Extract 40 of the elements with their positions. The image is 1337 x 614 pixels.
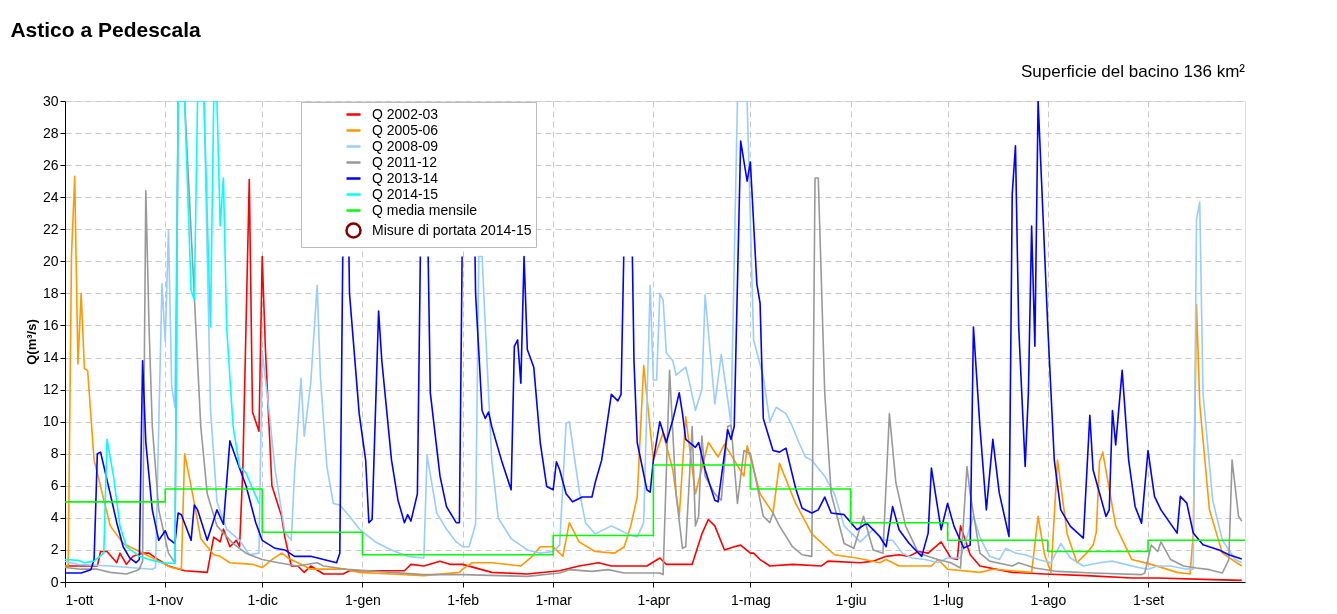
legend-label: Q 2013-14 — [372, 169, 439, 186]
legend-label: Q 2008-09 — [372, 137, 439, 154]
x-tick-label: 1-mar — [535, 591, 573, 608]
y-tick-label: 20 — [42, 252, 59, 269]
y-tick-label: 22 — [42, 220, 59, 237]
text: Superficie del bacino 136 km² — [1021, 62, 1246, 81]
y-tick-label: 10 — [42, 413, 59, 430]
y-tick-label: 24 — [42, 188, 59, 205]
y-tick-label: 30 — [42, 92, 59, 109]
y-tick-label: 4 — [50, 509, 59, 526]
x-tick-label: 1-lug — [932, 591, 964, 608]
legend-label: Misure di portata 2014-15 — [372, 221, 532, 238]
y-tick-label: 6 — [50, 477, 59, 494]
legend-label: Q 2005-06 — [372, 121, 439, 138]
chart-title: Astico a Pedescala — [10, 18, 202, 41]
x-tick-label: 1-giu — [835, 591, 867, 608]
y-tick-label: 16 — [42, 316, 59, 333]
x-tick-label: 1-dic — [247, 591, 278, 608]
y-tick-label: 18 — [42, 284, 59, 301]
y-tick-label: 0 — [50, 573, 59, 590]
legend-label: Q 2014-15 — [372, 185, 439, 202]
x-tick-label: 1-nov — [148, 591, 184, 608]
legend-label: Q 2011-12 — [372, 153, 438, 170]
y-tick-label: 12 — [42, 381, 59, 398]
legend-label: Q 2002-03 — [372, 105, 439, 122]
legend-label: Q media mensile — [372, 201, 478, 218]
y-tick-label: 8 — [50, 445, 59, 462]
x-tick-label: 1-set — [1132, 591, 1165, 608]
line-series — [65, 101, 260, 565]
x-tick-label: 1-apr — [637, 591, 671, 608]
y-tick-label: 28 — [42, 124, 59, 141]
y-tick-label: 26 — [42, 156, 59, 173]
x-tick-label: 1-ago — [1030, 591, 1067, 608]
x-tick-label: 1-ott — [65, 591, 94, 608]
x-tick-label: 1-feb — [447, 591, 480, 608]
y-axis-title: Q(m³/s) — [23, 319, 39, 365]
y-tick-label: 14 — [42, 349, 59, 366]
x-tick-label: 1-mag — [731, 591, 771, 608]
x-tick-label: 1-gen — [345, 591, 381, 608]
y-tick-label: 2 — [50, 541, 59, 558]
